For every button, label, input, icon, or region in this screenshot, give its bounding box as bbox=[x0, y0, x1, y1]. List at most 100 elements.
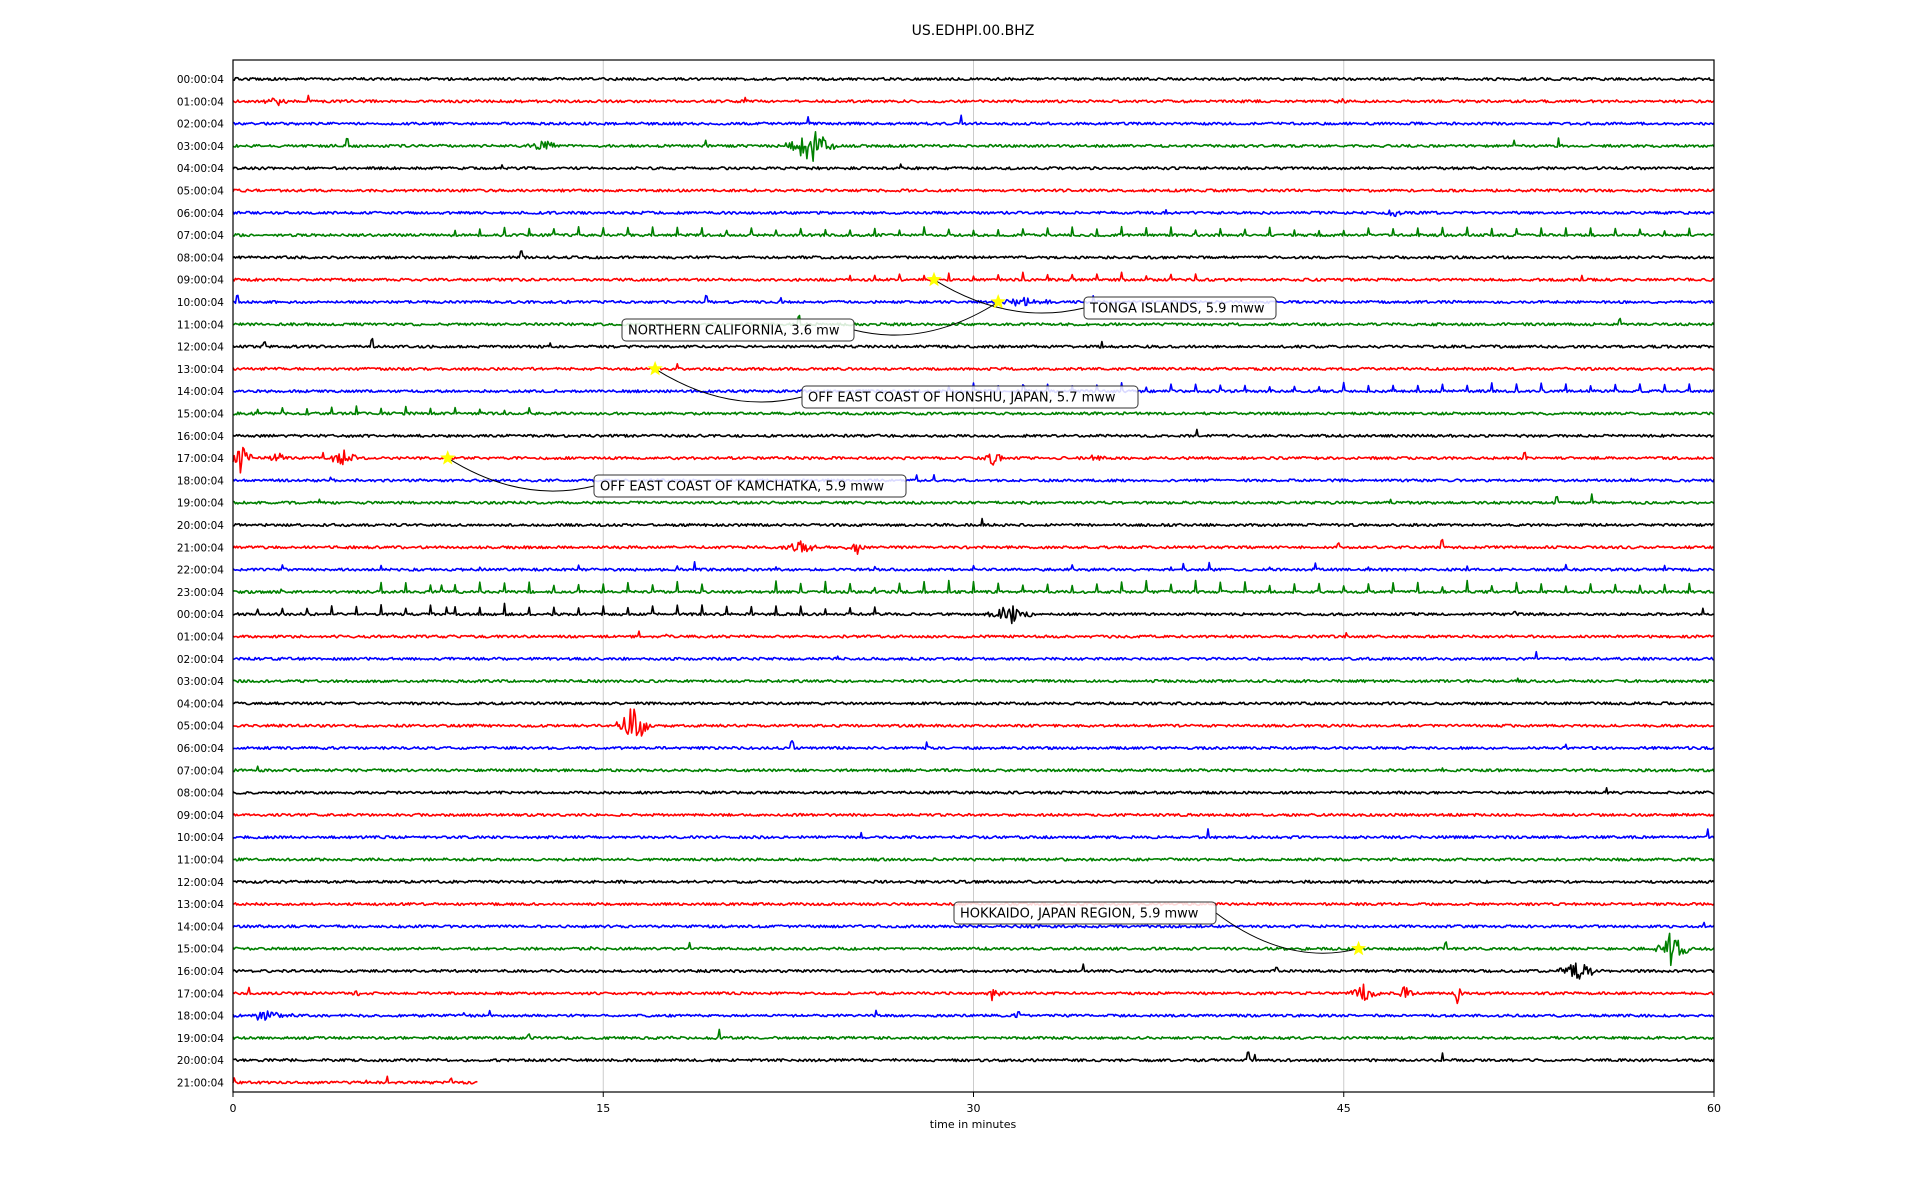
trace-row bbox=[232, 962, 1715, 980]
x-axis-ticks: 0 15 30 45 60 bbox=[230, 1092, 1721, 1115]
trace-row bbox=[232, 701, 1715, 706]
trace-row bbox=[232, 76, 1715, 82]
trace-row bbox=[232, 114, 1715, 126]
row-label: 14:00:04 bbox=[177, 386, 224, 398]
row-label: 00:00:04 bbox=[177, 609, 224, 621]
trace-row bbox=[232, 828, 1715, 840]
annotation-box bbox=[1083, 296, 1277, 320]
trace-row bbox=[232, 131, 1715, 162]
row-label: 12:00:04 bbox=[177, 342, 224, 354]
row-label: 03:00:04 bbox=[177, 676, 224, 688]
x-tick-label: 0 bbox=[230, 1102, 237, 1115]
trace-row bbox=[232, 362, 1715, 372]
trace-row bbox=[232, 1028, 1715, 1040]
event-star-marker bbox=[926, 271, 942, 287]
row-label: 23:00:04 bbox=[177, 587, 224, 599]
x-tick-label: 30 bbox=[967, 1102, 981, 1115]
row-label: 04:00:04 bbox=[177, 698, 224, 710]
annotation-connector bbox=[853, 301, 999, 336]
row-label: 09:00:04 bbox=[177, 275, 224, 287]
annotation-connector bbox=[654, 368, 803, 403]
trace-row bbox=[232, 983, 1715, 1005]
trace-row bbox=[232, 405, 1715, 416]
row-label: 16:00:04 bbox=[177, 966, 224, 978]
row-label: 03:00:04 bbox=[177, 141, 224, 153]
row-label: 19:00:04 bbox=[177, 1033, 224, 1045]
trace-row bbox=[232, 765, 1715, 773]
event-label: OFF EAST COAST OF KAMCHATKA, 5.9 mww bbox=[600, 480, 885, 495]
trace-row bbox=[232, 188, 1715, 193]
grid-lines bbox=[602, 60, 1345, 1092]
trace-row bbox=[232, 163, 1715, 171]
trace-row bbox=[232, 250, 1715, 260]
row-label: 06:00:04 bbox=[177, 208, 224, 220]
row-label: 22:00:04 bbox=[177, 565, 224, 577]
row-label: 09:00:04 bbox=[177, 810, 224, 822]
trace-row bbox=[232, 739, 1715, 751]
annotation-box bbox=[801, 385, 1139, 409]
row-label: 00:00:04 bbox=[177, 74, 224, 86]
row-label: 17:00:04 bbox=[177, 453, 224, 465]
row-label: 05:00:04 bbox=[177, 186, 224, 198]
row-label: 13:00:04 bbox=[177, 364, 224, 376]
row-label: 20:00:04 bbox=[177, 1055, 224, 1067]
row-label: 07:00:04 bbox=[177, 765, 224, 777]
annotation-box bbox=[953, 901, 1217, 925]
trace-row bbox=[232, 932, 1715, 967]
row-label: 13:00:04 bbox=[177, 899, 224, 911]
trace-row bbox=[232, 381, 1715, 394]
row-label: 14:00:04 bbox=[177, 921, 224, 933]
trace-row bbox=[232, 538, 1715, 556]
trace-row bbox=[232, 921, 1715, 929]
event-star-marker bbox=[440, 450, 456, 465]
event-annotations: TONGA ISLANDS, 5.9 mww NORTHERN CALIFORNI… bbox=[440, 271, 1367, 956]
row-label: 19:00:04 bbox=[177, 498, 224, 510]
row-label: 21:00:04 bbox=[177, 1078, 224, 1090]
row-label: 01:00:04 bbox=[177, 632, 224, 644]
annotation-box bbox=[621, 318, 855, 342]
x-axis-label: time in minutes bbox=[930, 1118, 1017, 1131]
trace-row bbox=[232, 812, 1715, 818]
trace-row bbox=[232, 446, 1715, 474]
x-tick-label: 15 bbox=[596, 1102, 610, 1115]
row-label: 02:00:04 bbox=[177, 654, 224, 666]
trace-row bbox=[232, 314, 1715, 327]
event-star-marker bbox=[990, 294, 1006, 309]
row-label: 18:00:04 bbox=[177, 1011, 224, 1023]
row-label: 20:00:04 bbox=[177, 520, 224, 532]
trace-row bbox=[232, 1051, 1715, 1063]
annotation-connector bbox=[1215, 912, 1359, 954]
row-label: 11:00:04 bbox=[177, 855, 224, 867]
row-label: 18:00:04 bbox=[177, 475, 224, 487]
row-label: 16:00:04 bbox=[177, 431, 224, 443]
row-label: 15:00:04 bbox=[177, 409, 224, 421]
x-tick-label: 45 bbox=[1337, 1102, 1351, 1115]
trace-row bbox=[232, 560, 1715, 572]
annotation-connector bbox=[933, 279, 1085, 314]
trace-row bbox=[232, 579, 1715, 595]
row-label: 08:00:04 bbox=[177, 252, 224, 264]
annotation-connector bbox=[447, 457, 595, 492]
row-label: 11:00:04 bbox=[177, 319, 224, 331]
row-label: 12:00:04 bbox=[177, 877, 224, 889]
chart-title: US.EDHPI.00.BHZ bbox=[912, 23, 1035, 39]
trace-row bbox=[232, 294, 1715, 307]
row-label: 17:00:04 bbox=[177, 988, 224, 1000]
trace-row bbox=[232, 1075, 478, 1085]
row-label: 08:00:04 bbox=[177, 788, 224, 800]
trace-row bbox=[232, 1009, 1715, 1021]
event-star-marker bbox=[647, 360, 663, 376]
x-tick-label: 60 bbox=[1707, 1102, 1721, 1115]
row-label: 01:00:04 bbox=[177, 96, 224, 108]
event-star-marker bbox=[1351, 940, 1367, 956]
event-label: TONGA ISLANDS, 5.9 mww bbox=[1089, 302, 1265, 317]
row-labels: 00:00:04 01:00:04 02:00:04 03:00:04 04:00:04… bbox=[177, 74, 224, 1090]
trace-row bbox=[232, 271, 1715, 282]
trace-row bbox=[232, 493, 1715, 505]
row-label: 10:00:04 bbox=[177, 297, 224, 309]
event-label: OFF EAST COAST OF HONSHU, JAPAN, 5.7 mww bbox=[808, 391, 1116, 406]
annotation-box bbox=[593, 474, 907, 498]
trace-row bbox=[232, 786, 1715, 795]
trace-row bbox=[233, 857, 1715, 862]
